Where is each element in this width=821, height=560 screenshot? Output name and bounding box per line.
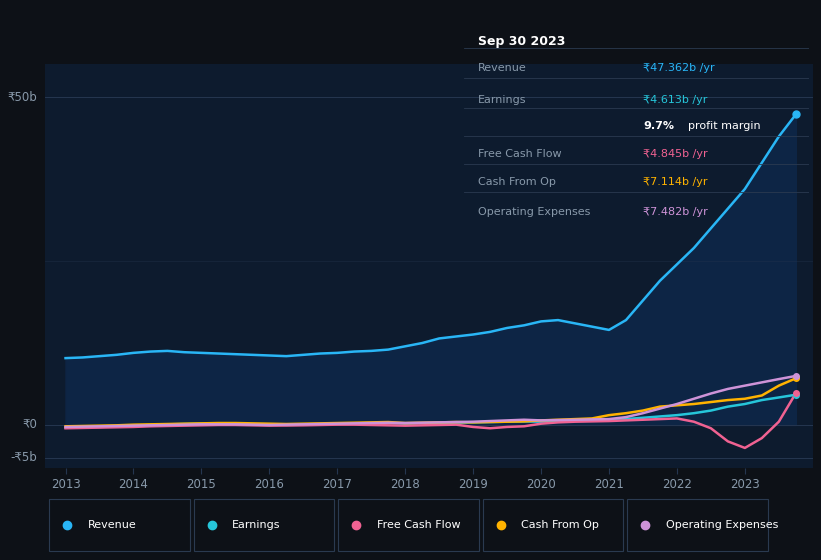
Text: ₹4.845b /yr: ₹4.845b /yr: [643, 149, 708, 159]
FancyBboxPatch shape: [49, 499, 190, 551]
Text: Cash From Op: Cash From Op: [478, 177, 556, 187]
Text: ₹7.482b /yr: ₹7.482b /yr: [643, 207, 708, 217]
Text: ₹4.613b /yr: ₹4.613b /yr: [643, 95, 708, 105]
Text: Revenue: Revenue: [88, 520, 136, 530]
Text: Earnings: Earnings: [478, 95, 526, 105]
Text: ₹7.114b /yr: ₹7.114b /yr: [643, 177, 708, 187]
Text: -₹5b: -₹5b: [11, 451, 38, 464]
FancyBboxPatch shape: [627, 499, 768, 551]
FancyBboxPatch shape: [338, 499, 479, 551]
Text: Operating Expenses: Operating Expenses: [666, 520, 778, 530]
Text: 9.7%: 9.7%: [643, 121, 674, 131]
Text: Sep 30 2023: Sep 30 2023: [478, 35, 565, 48]
Text: ₹0: ₹0: [23, 418, 38, 432]
Text: Cash From Op: Cash From Op: [521, 520, 599, 530]
Text: ₹50b: ₹50b: [7, 91, 38, 104]
FancyBboxPatch shape: [483, 499, 623, 551]
Text: Earnings: Earnings: [232, 520, 281, 530]
Text: Revenue: Revenue: [478, 63, 526, 73]
FancyBboxPatch shape: [194, 499, 334, 551]
Text: Operating Expenses: Operating Expenses: [478, 207, 590, 217]
Text: Free Cash Flow: Free Cash Flow: [377, 520, 461, 530]
Text: Free Cash Flow: Free Cash Flow: [478, 149, 562, 159]
Text: ₹47.362b /yr: ₹47.362b /yr: [643, 63, 715, 73]
Text: profit margin: profit margin: [688, 121, 760, 131]
